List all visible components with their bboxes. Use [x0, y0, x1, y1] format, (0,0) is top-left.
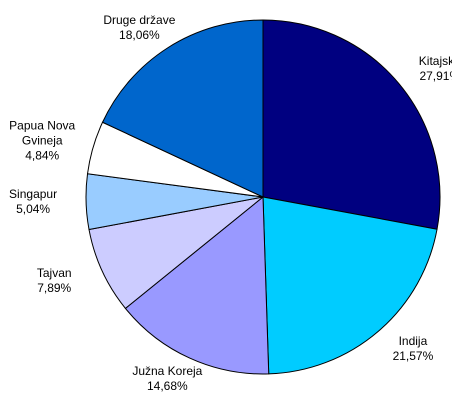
category-label: Južna Koreja — [132, 363, 203, 378]
value-label: 14,68% — [146, 378, 188, 393]
category-label: Singapur — [9, 187, 58, 202]
pie-slice — [262, 19, 441, 230]
value-label: 7,89% — [37, 280, 72, 295]
pie-slice — [101, 19, 264, 198]
value-label: 5,04% — [16, 202, 51, 217]
slice-label: Papua Nova Gvineja 4,84% — [2, 118, 82, 163]
value-label: 4,84% — [25, 148, 60, 163]
category-label: Druge države — [103, 13, 176, 28]
category-label: Papua Nova Gvineja — [9, 118, 76, 148]
slice-label: Singapur 5,04% — [0, 187, 73, 217]
slice-label: Južna Koreja 14,68% — [127, 364, 207, 394]
value-label: 27,91% — [419, 69, 452, 84]
value-label: 18,06% — [119, 28, 160, 43]
slice-label: Druge države 18,06% — [99, 13, 179, 43]
value-label: 21,57% — [392, 348, 434, 363]
pie-slice — [124, 195, 270, 375]
category-label: Indija — [398, 333, 428, 348]
category-label: Kitajska — [418, 54, 452, 69]
category-label: Tajvan — [36, 265, 72, 280]
slice-label: Indija 21,57% — [373, 334, 452, 364]
slice-label: Tajvan 7,89% — [14, 266, 94, 296]
pie-slice — [262, 196, 438, 375]
slice-label: Kitajska27,91% — [400, 54, 452, 84]
